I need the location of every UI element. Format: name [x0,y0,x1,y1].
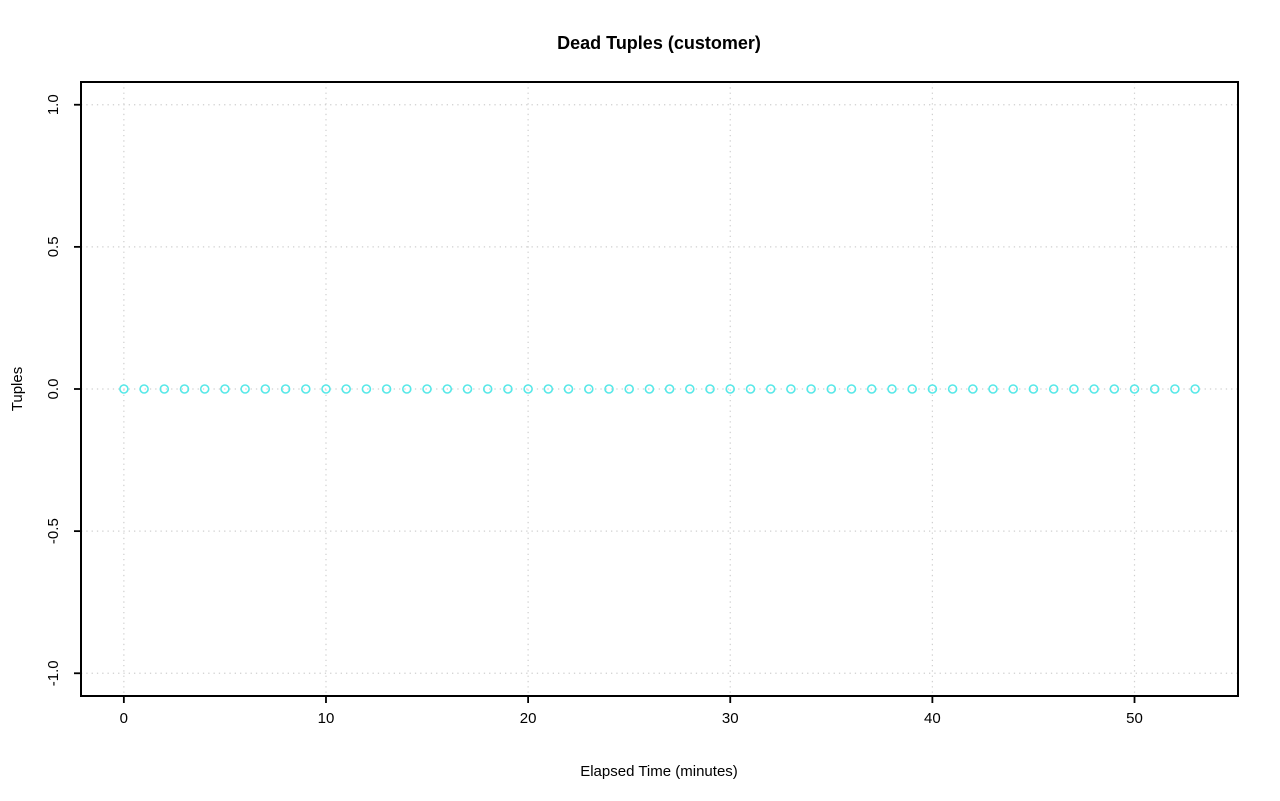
data-point [765,384,776,394]
data-point [927,384,938,394]
grid-lines [81,82,1238,696]
data-point [786,384,796,394]
data-point [826,384,837,394]
x-axis-label: Elapsed Time (minutes) [580,763,738,780]
data-point [907,384,918,394]
data-point [947,384,958,394]
data-point [725,384,736,394]
data-point [806,384,816,394]
y-tick-label: 0.0 [45,379,62,400]
data-point [1149,384,1160,394]
data-point [745,384,756,394]
x-tick-label: 50 [1126,710,1143,727]
data-point [705,384,715,394]
data-point [401,384,412,394]
data-point [1190,384,1200,394]
data-point [583,384,594,394]
data-point [1129,384,1140,394]
data-point [664,384,675,394]
data-point [1048,384,1059,394]
y-tick-label: -0.5 [45,518,62,544]
data-point [199,384,210,394]
data-point [1170,384,1180,394]
data-point [543,384,554,394]
data-point [462,384,473,394]
data-point [1109,384,1120,394]
data-point [523,384,533,394]
data-point [1028,384,1039,394]
x-tick-label: 10 [318,710,335,727]
data-point [604,384,614,394]
data-point [300,384,311,394]
data-point [644,384,655,394]
data-point [1069,384,1079,394]
data-point [1089,384,1099,394]
data-point [139,384,149,394]
data-point [1008,384,1019,394]
data-point [887,384,897,394]
axis-ticks [74,103,1136,703]
x-tick-label: 40 [924,710,941,727]
axis-tick-labels: 0 10 20 30 40 50 -1.0 -0.5 0.0 0.5 1.0 [45,94,1143,727]
data-point [321,384,331,394]
data-point [442,384,453,394]
data-point [503,384,513,394]
data-point [967,384,978,394]
x-tick-label: 0 [120,710,128,727]
data-point [119,384,129,394]
data-point [866,384,877,394]
data-point [280,384,291,394]
x-tick-label: 30 [722,710,739,727]
data-point [220,384,230,394]
y-tick-label: 0.5 [45,236,62,257]
y-tick-label: -1.0 [45,660,62,686]
y-tick-label: 1.0 [45,94,62,115]
data-point [563,384,574,394]
chart-title: Dead Tuples (customer) [557,33,761,53]
data-points [119,384,1200,394]
data-point [260,384,271,394]
data-point [846,384,857,394]
data-point [341,384,352,394]
data-point [624,384,635,394]
data-point [684,384,695,394]
y-axis-label: Tuples [9,367,26,411]
data-point [240,384,250,394]
data-point [179,384,190,394]
data-point [361,384,372,394]
data-point [159,384,170,394]
data-point [422,384,432,394]
x-tick-label: 20 [520,710,537,727]
data-point [988,384,998,394]
data-point [482,384,493,394]
data-point [381,384,392,394]
